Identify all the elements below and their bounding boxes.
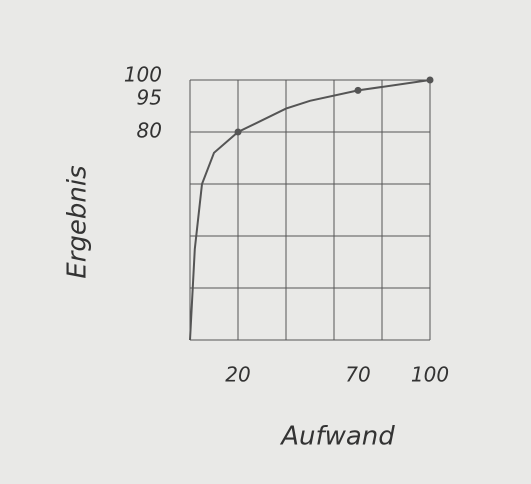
y-axis-label: Ergebnis: [63, 165, 93, 278]
point: [427, 77, 434, 84]
point: [355, 87, 362, 94]
y-tick-label: 95: [137, 86, 162, 110]
x-tick-label: 70: [345, 363, 370, 387]
x-tick-label: 100: [411, 363, 449, 387]
y-tick-label: 100: [124, 63, 162, 87]
x-tick-label: 20: [225, 363, 250, 387]
x-axis-label: Aufwand: [279, 422, 395, 452]
y-tick-label: 80: [137, 119, 162, 143]
chart: Aufwand Ergebnis 20701008095100: [0, 0, 531, 484]
point: [235, 129, 242, 136]
